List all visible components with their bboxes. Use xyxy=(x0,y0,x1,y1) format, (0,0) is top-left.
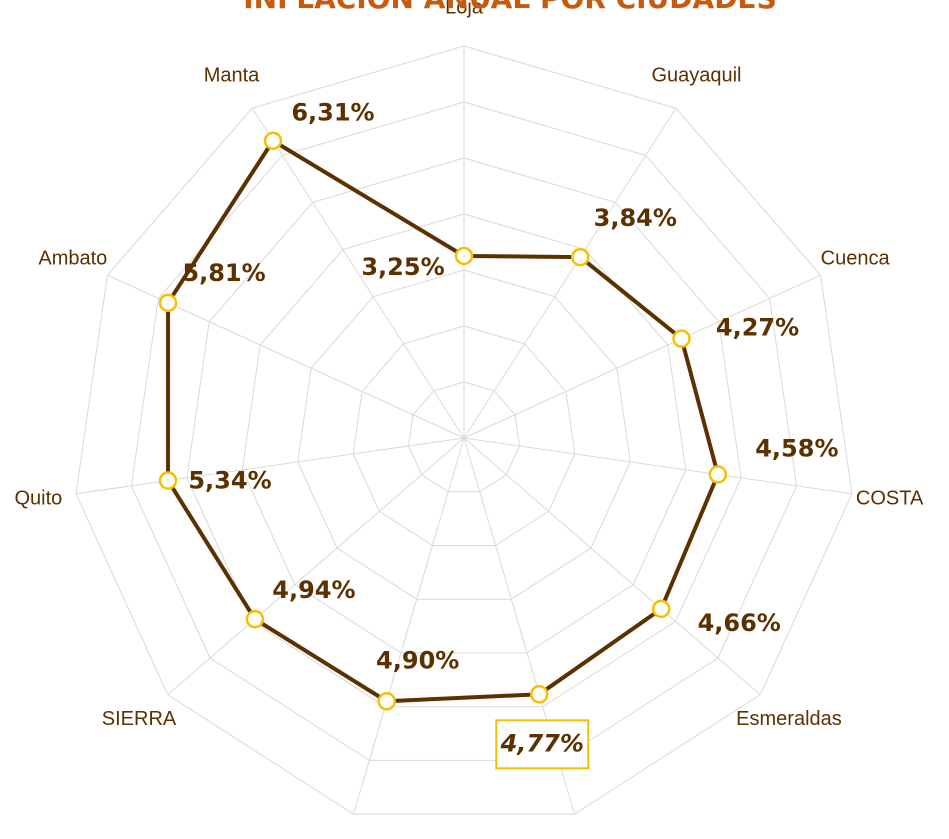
value-label: 5,34% xyxy=(188,467,271,495)
data-point xyxy=(708,465,728,484)
data-point xyxy=(454,246,474,266)
data-point xyxy=(377,692,396,711)
value-label: 4,94% xyxy=(272,576,355,604)
grid-spoke xyxy=(463,274,821,439)
category-label: Ambato xyxy=(38,248,107,270)
category-label: COSTA xyxy=(856,487,924,509)
category-label: Loja xyxy=(445,0,484,18)
data-point xyxy=(158,293,178,313)
value-label: 4,77% xyxy=(500,729,584,757)
data-point xyxy=(158,471,178,490)
grid-spoke xyxy=(463,437,853,495)
data-point xyxy=(672,329,691,348)
data-point xyxy=(530,685,549,704)
grid-spoke xyxy=(75,437,465,495)
category-label: Esmeraldas xyxy=(736,708,842,730)
value-label: 4,27% xyxy=(716,314,799,342)
grid-ring xyxy=(408,381,520,493)
value-label: 3,25% xyxy=(361,253,444,281)
category-label: Cuenca xyxy=(821,248,891,270)
series-line xyxy=(166,138,720,704)
highlight-box xyxy=(495,719,590,770)
grid-spoke xyxy=(167,437,465,696)
grid-ring xyxy=(297,269,631,600)
value-label: 4,58% xyxy=(755,435,838,463)
category-label: Quito xyxy=(14,487,62,509)
grid-ring xyxy=(75,45,853,815)
category-label: SIERRA xyxy=(102,708,177,730)
value-label: 6,31% xyxy=(291,99,374,127)
grid-spoke xyxy=(251,107,465,439)
category-label: Manta xyxy=(204,65,260,87)
data-point xyxy=(651,599,671,619)
data-point xyxy=(263,131,283,150)
grid-ring xyxy=(352,325,576,546)
value-label: 3,84% xyxy=(594,204,677,232)
grid-ring xyxy=(241,213,687,654)
value-label: 4,66% xyxy=(698,609,781,637)
value-label: 4,90% xyxy=(376,646,459,674)
grid-spoke xyxy=(463,437,761,696)
grid-ring xyxy=(186,157,742,708)
grid-spoke xyxy=(463,107,677,439)
data-point xyxy=(571,247,590,267)
value-label: 5,81% xyxy=(182,259,265,287)
grid-ring xyxy=(130,101,798,761)
data-point xyxy=(245,609,265,629)
grid-spoke xyxy=(353,437,465,815)
category-label: Guayaquil xyxy=(651,65,741,87)
chart-title: INFLACIÓN ANUAL POR CIUDADES xyxy=(243,0,776,15)
